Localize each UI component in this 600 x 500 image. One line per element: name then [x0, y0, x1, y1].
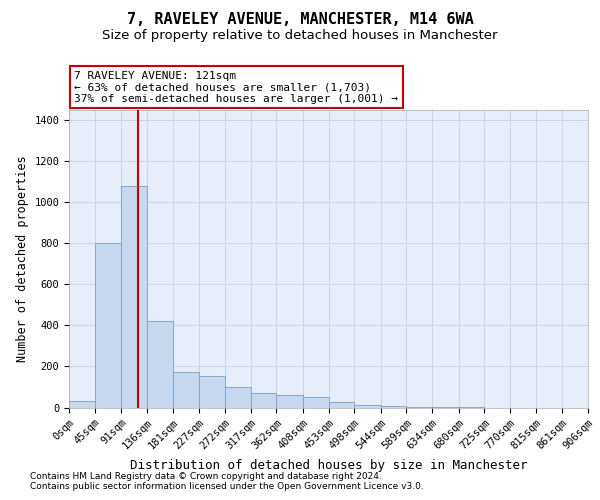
Bar	[69, 402, 95, 407]
Bar	[199, 376, 225, 408]
Bar	[354, 406, 380, 407]
Text: 7 RAVELEY AVENUE: 121sqm
← 63% of detached houses are smaller (1,703)
37% of sem: 7 RAVELEY AVENUE: 121sqm ← 63% of detach…	[74, 71, 398, 104]
Bar	[173, 372, 199, 408]
Bar	[380, 406, 406, 408]
Y-axis label: Number of detached properties: Number of detached properties	[16, 156, 29, 362]
Text: Contains HM Land Registry data © Crown copyright and database right 2024.: Contains HM Land Registry data © Crown c…	[30, 472, 382, 481]
Bar	[147, 322, 173, 408]
X-axis label: Distribution of detached houses by size in Manchester: Distribution of detached houses by size …	[130, 459, 527, 472]
Text: 7, RAVELEY AVENUE, MANCHESTER, M14 6WA: 7, RAVELEY AVENUE, MANCHESTER, M14 6WA	[127, 12, 473, 28]
Bar	[251, 393, 277, 407]
Text: Contains public sector information licensed under the Open Government Licence v3: Contains public sector information licen…	[30, 482, 424, 491]
Bar	[277, 395, 303, 407]
Bar	[303, 397, 329, 407]
Bar	[329, 402, 354, 407]
Bar	[225, 387, 251, 407]
Bar	[121, 186, 147, 408]
Bar	[95, 244, 121, 408]
Text: Size of property relative to detached houses in Manchester: Size of property relative to detached ho…	[102, 29, 498, 42]
